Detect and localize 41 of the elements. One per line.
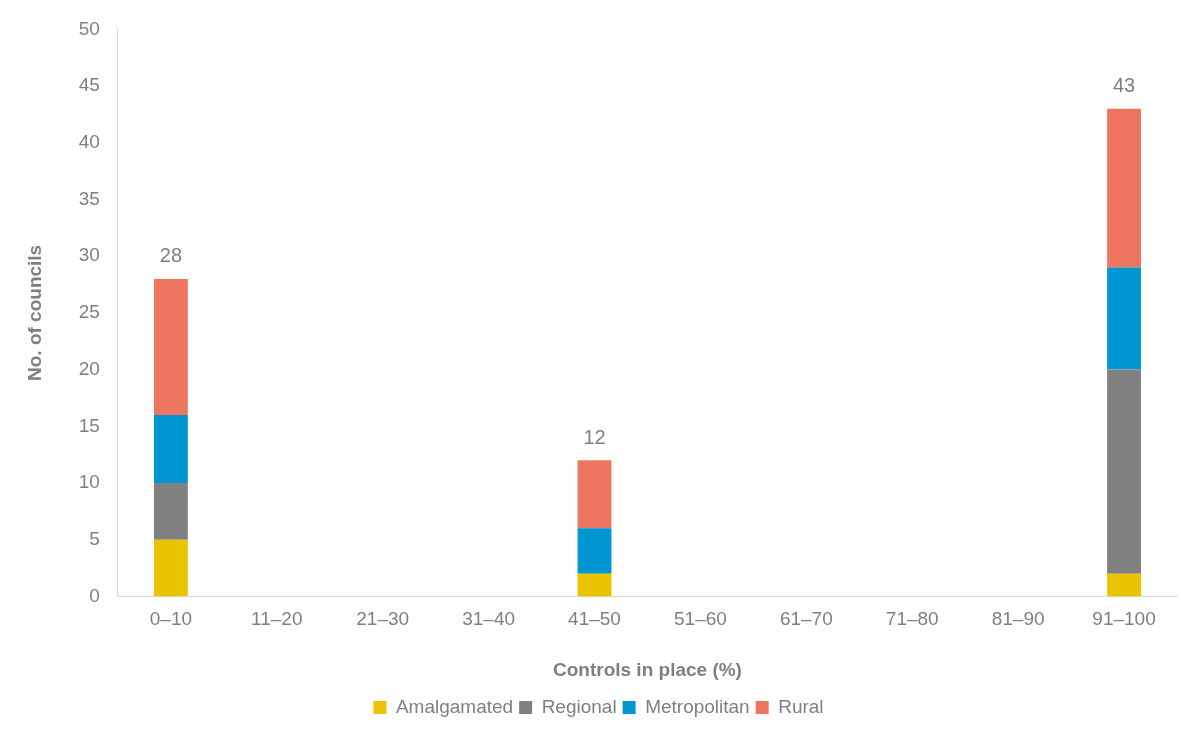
legend-label: Rural: [778, 695, 824, 717]
bar: [1107, 267, 1141, 370]
y-tick-label: 5: [89, 527, 100, 549]
bar: [577, 528, 612, 574]
bar: [1107, 573, 1141, 597]
y-tick-label: 25: [78, 301, 100, 323]
bar: [153, 414, 188, 483]
bar: [1107, 369, 1141, 574]
x-tick-label: 61–70: [779, 608, 833, 630]
legend-label: Amalgamated: [395, 695, 514, 717]
bar: [153, 483, 188, 540]
y-tick-label: 30: [78, 244, 100, 266]
x-tick-label: 81–90: [991, 608, 1045, 630]
legend-label: Regional: [541, 695, 617, 717]
bar: [153, 278, 188, 415]
bar: [1107, 108, 1141, 268]
x-tick-label: 11–20: [251, 608, 303, 630]
x-tick-label: 51–60: [674, 608, 727, 630]
x-tick-label: 0–10: [149, 608, 193, 630]
legend-label: Metropolitan: [645, 695, 750, 717]
x-tick-label: 91–100: [1092, 608, 1156, 630]
x-tick-label: 31–40: [462, 608, 516, 630]
y-tick-label: 45: [78, 74, 100, 96]
x-axis-title: Controls in place (%): [552, 658, 742, 680]
bar: [577, 573, 612, 597]
y-tick-label: 40: [78, 131, 100, 153]
total-label: 28: [159, 244, 183, 267]
bar: [153, 539, 188, 597]
y-tick-label: 35: [78, 187, 100, 209]
y-tick-label: 10: [78, 471, 100, 493]
x-tick-label: 21–30: [356, 608, 410, 630]
total-label: 43: [1112, 74, 1136, 97]
y-tick-label: 20: [78, 357, 100, 379]
y-tick-label: 15: [78, 414, 100, 436]
total-label: 12: [583, 425, 606, 448]
y-axis-title: No. of councils: [23, 244, 45, 381]
x-tick-label: 71–80: [885, 608, 939, 630]
y-tick-label: 50: [78, 17, 100, 39]
y-tick-label: 0: [89, 584, 100, 606]
x-tick-label: 41–50: [568, 608, 621, 630]
bar: [577, 460, 612, 529]
